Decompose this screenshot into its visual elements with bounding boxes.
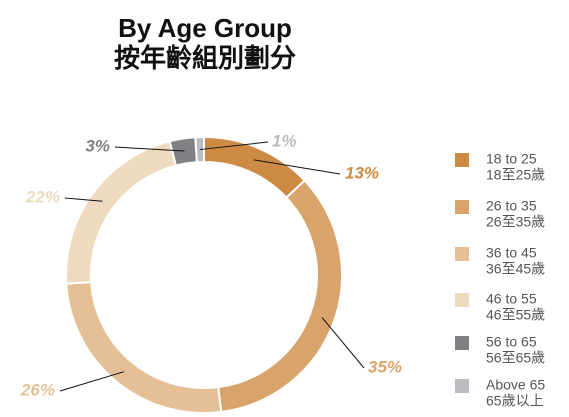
legend-label-zh: 26至35歲 [486,214,545,230]
leader-line [200,141,269,151]
legend-label-zh: 36至45歲 [486,261,545,277]
legend-label: 56 to 65 [486,334,537,350]
leader-line [64,197,103,202]
legend-swatch [455,336,469,350]
chart-subtitle: 按年齡組別劃分 [114,43,296,73]
legend-swatch [455,379,469,393]
legend-label: 18 to 25 [486,151,537,167]
legend-swatch [455,247,469,261]
data-label: 3% [85,136,110,155]
legend-label: 26 to 35 [486,198,537,214]
data-label: 1% [272,131,297,150]
data-label: 22% [25,187,60,206]
legend-label-zh: 56至65歲 [486,350,545,366]
legend-label: 46 to 55 [486,291,537,307]
leader-line [114,146,185,152]
data-label: 13% [345,163,379,182]
legend-label-zh: 65歲以上 [486,393,544,409]
donut-segment [65,281,223,414]
leader-line [253,159,341,175]
legend-swatch [455,293,469,307]
data-label: 35% [368,357,402,376]
leader-line [59,371,125,392]
donut-segment [217,179,343,414]
legend-swatch [455,200,469,214]
legend-label-zh: 18至25歲 [486,167,545,183]
leader-line [321,317,365,369]
chart-title: By Age Group [118,13,292,43]
legend-label-zh: 46至55歲 [486,307,545,323]
legend-label: 36 to 45 [486,245,537,261]
data-label: 26% [20,380,55,399]
donut-segment [194,135,205,164]
legend-swatch [455,153,469,167]
legend-label: Above 65 [486,377,545,393]
donut-segment [65,140,178,285]
